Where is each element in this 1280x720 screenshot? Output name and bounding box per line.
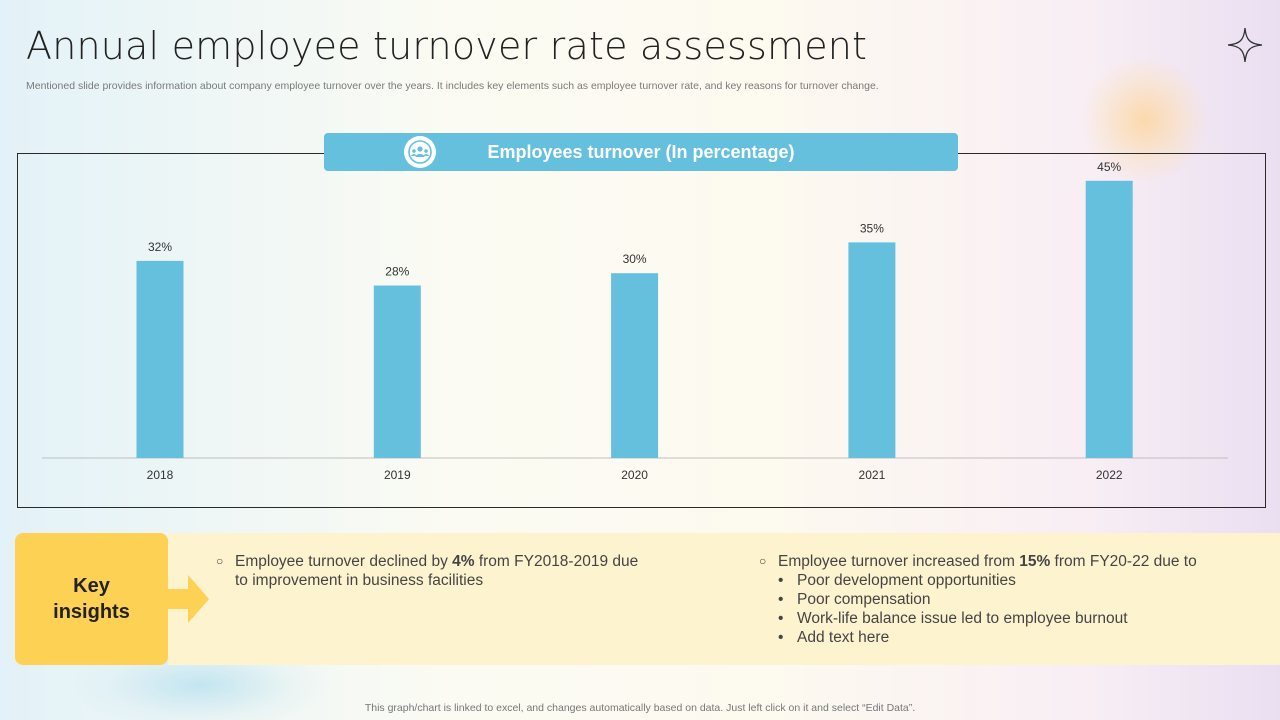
data-label-2020: 30% — [623, 252, 647, 266]
chart-title-banner: Employees turnover (In percentage) — [324, 133, 958, 171]
list-item: Poor development opportunities — [778, 571, 1259, 590]
team-icon — [404, 136, 436, 168]
x-tick-label-2020: 2020 — [621, 468, 648, 482]
slide-subtitle: Mentioned slide provides information abo… — [26, 80, 879, 92]
bar-2018 — [136, 260, 184, 458]
bar-2020 — [611, 273, 659, 458]
slide-title: Annual employee turnover rate assessment — [26, 24, 868, 68]
arrow-right-icon — [166, 575, 209, 623]
data-label-2019: 28% — [385, 265, 409, 279]
data-label-2018: 32% — [148, 240, 172, 254]
sparkle-icon — [1227, 27, 1263, 63]
bar-2021 — [848, 242, 896, 458]
ring-bullet-icon: ○ — [759, 554, 767, 568]
data-label-2021: 35% — [860, 221, 884, 235]
x-tick-label-2018: 2018 — [147, 468, 174, 482]
key-insights-label: Key insights — [53, 575, 130, 623]
list-item: Add text here — [778, 628, 1259, 647]
key-insights-box: Key insights — [15, 533, 168, 665]
insight-right: ○ Employee turnover increased from 15% f… — [759, 552, 1259, 647]
footer-note: This graph/chart is linked to excel, and… — [364, 702, 916, 714]
insight-reasons-list: Poor development opportunities Poor comp… — [759, 571, 1259, 647]
data-label-2022: 45% — [1097, 160, 1121, 174]
decorative-glow — [1080, 60, 1210, 180]
insight-left-text: Employee turnover declined by 4% from FY… — [235, 553, 639, 589]
chart-title: Employees turnover (In percentage) — [487, 141, 795, 162]
bar-2019 — [373, 285, 421, 458]
x-tick-label-2019: 2019 — [384, 468, 411, 482]
bar-2022 — [1085, 180, 1133, 459]
insight-right-text: Employee turnover increased from 15% fro… — [778, 553, 1197, 570]
list-item: Work-life balance issue led to employee … — [778, 609, 1259, 628]
insight-left: ○ Employee turnover declined by 4% from … — [216, 552, 646, 590]
x-tick-label-2022: 2022 — [1096, 468, 1123, 482]
ring-bullet-icon: ○ — [216, 554, 224, 568]
list-item: Poor compensation — [778, 590, 1259, 609]
x-tick-label-2021: 2021 — [859, 468, 886, 482]
